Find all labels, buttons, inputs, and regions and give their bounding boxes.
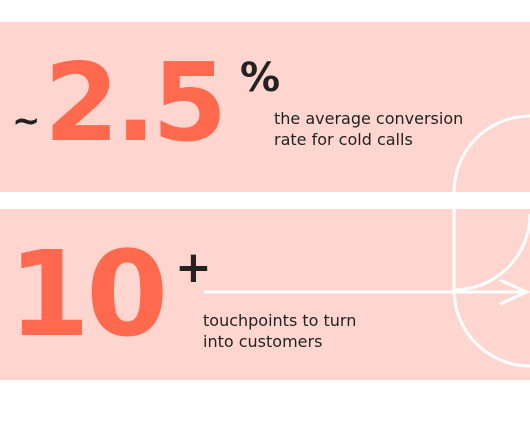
stat-caption-conversion: the average conversion rate for cold cal…	[274, 108, 463, 150]
caption-line: touchpoints to turn	[203, 311, 357, 330]
stat-suffix-percent: %	[240, 55, 281, 101]
stat-card-conversion-rate	[0, 22, 530, 192]
stat-value-conversion: 2.5	[44, 41, 227, 166]
stat-value-touchpoints: 10	[8, 225, 168, 363]
caption-line: into customers	[203, 332, 323, 351]
stat-prefix-tilde: ~	[12, 101, 41, 141]
caption-line: the average conversion	[274, 109, 464, 128]
stat-card-touchpoints	[0, 209, 530, 380]
stat-caption-touchpoints: touchpoints to turn into customers	[203, 310, 356, 352]
stat-suffix-plus: +	[175, 242, 212, 293]
caption-line: rate for cold calls	[274, 130, 413, 149]
